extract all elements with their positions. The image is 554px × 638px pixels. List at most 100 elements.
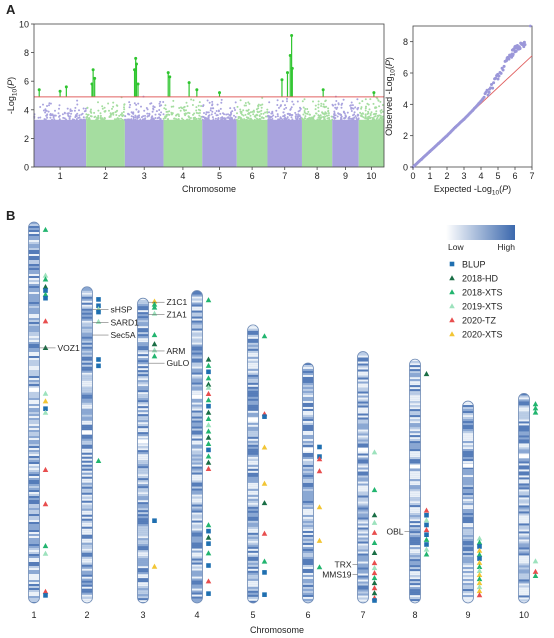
snp-point <box>207 116 210 119</box>
snp-point <box>77 116 80 119</box>
snp-point <box>57 112 60 115</box>
x-tick-label: 10 <box>366 171 376 181</box>
snp-point <box>159 118 162 121</box>
qtl-marker <box>423 370 430 377</box>
snp-point <box>233 118 236 121</box>
snp-point <box>146 115 149 118</box>
snp-point <box>247 101 250 104</box>
snp-point <box>368 108 371 111</box>
snp-point <box>364 113 367 116</box>
qtl-marker <box>206 369 211 375</box>
qtl-marker <box>42 390 49 396</box>
snp-point <box>312 118 315 121</box>
snp-point <box>327 114 330 117</box>
snp-point <box>283 108 286 111</box>
snp-point <box>353 111 356 114</box>
snp-point <box>252 113 255 116</box>
snp-point <box>258 115 261 118</box>
snp-point <box>335 100 338 102</box>
snp-point <box>247 108 250 111</box>
snp-point <box>361 115 363 118</box>
snp-point <box>243 118 246 121</box>
snp-point <box>158 102 161 105</box>
qtl-marker <box>477 556 482 561</box>
snp-point <box>340 115 343 118</box>
qtl-marker <box>42 283 49 290</box>
snp-point <box>190 98 193 101</box>
qtl-marker <box>205 297 212 303</box>
snp-point <box>114 111 117 114</box>
chromosome-1-point-band <box>34 119 87 167</box>
snp-point <box>195 109 198 112</box>
snp-point <box>353 113 356 116</box>
snp-point <box>284 118 286 121</box>
snp-point <box>340 103 343 106</box>
snp-point <box>306 118 309 121</box>
snp-point <box>103 116 106 119</box>
qtl-marker <box>151 563 158 569</box>
snp-point <box>172 105 175 108</box>
snp-point <box>266 108 269 111</box>
snp-point <box>67 115 70 118</box>
snp-point <box>189 117 192 119</box>
snp-point <box>45 114 48 117</box>
snp-point <box>58 104 61 107</box>
snp-point <box>124 115 127 118</box>
snp-point <box>379 116 382 119</box>
snp-point <box>334 117 337 119</box>
snp-point <box>121 118 124 121</box>
snp-point <box>76 103 79 106</box>
qq-point <box>486 93 490 97</box>
snp-point <box>214 117 217 120</box>
snp-point <box>258 110 261 113</box>
snp-point <box>360 106 363 109</box>
qtl-marker <box>261 558 268 564</box>
snp-point <box>115 104 118 107</box>
x-tick-label: 2 <box>103 171 108 181</box>
snp-point <box>84 109 87 112</box>
snp-point <box>265 115 267 118</box>
snp-point <box>137 115 140 118</box>
significant-snp <box>91 68 95 72</box>
qtl-marker <box>206 528 211 534</box>
snp-point <box>375 110 378 113</box>
significant-snp <box>134 62 138 66</box>
qtl-marker <box>476 580 483 586</box>
snp-point <box>112 101 115 104</box>
snp-point <box>99 112 102 115</box>
snp-point <box>303 111 306 114</box>
snp-point <box>148 113 151 116</box>
legend-marker-2018-xts <box>449 289 455 295</box>
chromosome-3-label: 3 <box>140 610 145 620</box>
snp-point <box>381 118 383 121</box>
snp-point <box>277 118 280 121</box>
snp-point <box>268 101 271 104</box>
snp-point <box>93 116 96 119</box>
legend-label-2020-xts: 2020-XTS <box>462 330 503 340</box>
qq-x-tick-label: 0 <box>410 171 415 181</box>
snp-point <box>197 117 200 120</box>
snp-point <box>219 112 222 115</box>
qtl-marker <box>205 397 212 403</box>
qq-x-axis-title: Expected -Log10(P) <box>434 184 511 197</box>
significant-snp <box>195 88 199 92</box>
qtl-marker <box>42 318 49 324</box>
chromosome-4-outline <box>191 290 203 604</box>
snp-point <box>350 101 353 104</box>
snp-point <box>312 117 315 120</box>
chromosome-4-body <box>191 290 203 603</box>
significant-snp <box>290 66 294 70</box>
snp-point <box>86 116 89 119</box>
legend-label-2018-xts: 2018-XTS <box>462 288 503 298</box>
snp-point <box>128 106 131 109</box>
chromosome-9-body <box>462 401 474 603</box>
snp-point <box>58 118 61 121</box>
snp-point <box>188 112 191 115</box>
qtl-marker <box>205 381 212 387</box>
snp-point <box>372 117 375 120</box>
snp-point <box>229 114 232 117</box>
chromosome-6-label: 6 <box>305 610 310 620</box>
snp-point <box>61 113 64 116</box>
snp-point <box>234 116 237 118</box>
